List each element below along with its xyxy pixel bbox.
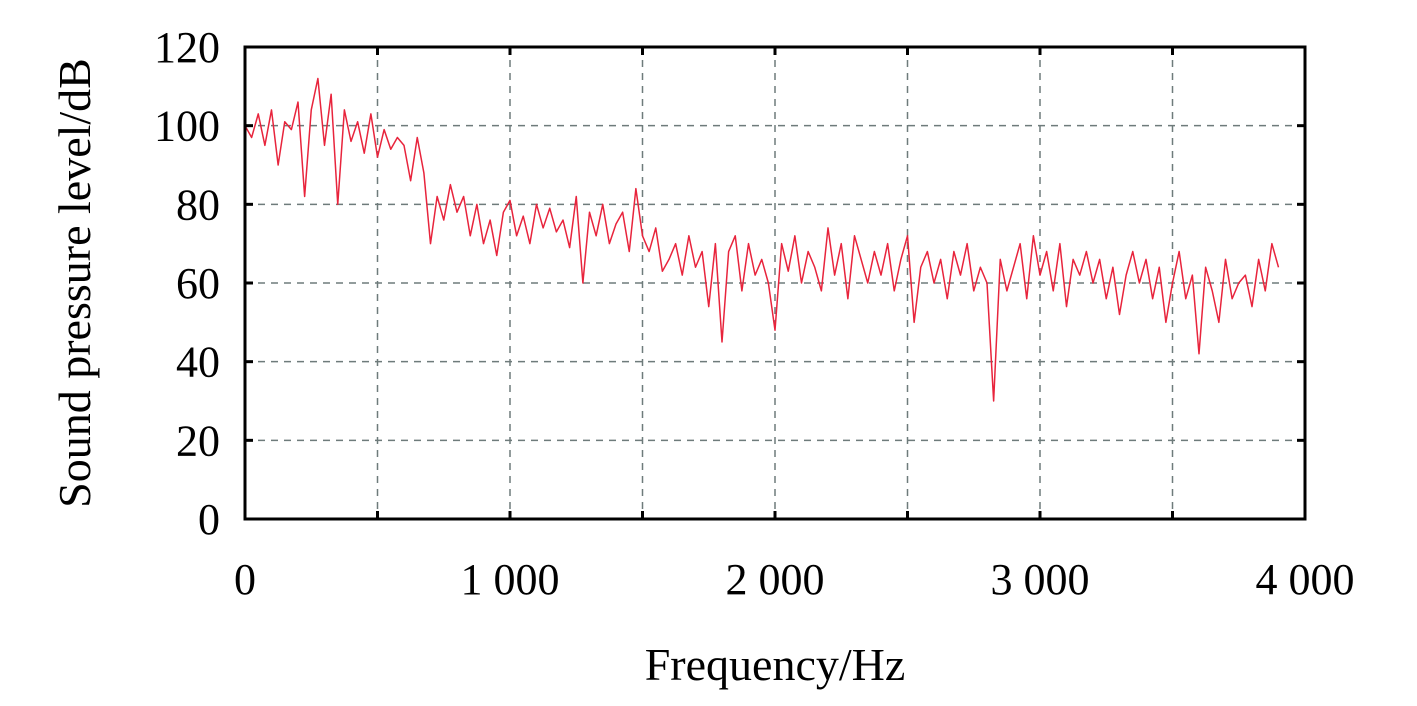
x-tick-label: 4 000 [1256, 555, 1355, 604]
data-line [244, 77, 1280, 402]
y-tick-label: 40 [176, 338, 220, 387]
y-tick-label: 120 [154, 23, 220, 72]
y-tick-label: 100 [154, 102, 220, 151]
y-tick-label: 20 [176, 416, 220, 465]
plot-frame [243, 45, 1307, 521]
x-tick-label: 3 000 [991, 555, 1090, 604]
y-tick-label: 0 [198, 495, 220, 544]
x-tick-label: 2 000 [726, 555, 825, 604]
x-axis-title: Frequency/Hz [645, 639, 906, 690]
x-tick-label: 0 [234, 555, 256, 604]
y-tick-label: 80 [176, 180, 220, 229]
x-tick-label: 1 000 [461, 555, 560, 604]
y-axis-title: Sound pressure level/dB [49, 58, 100, 508]
y-tick-label: 60 [176, 259, 220, 308]
